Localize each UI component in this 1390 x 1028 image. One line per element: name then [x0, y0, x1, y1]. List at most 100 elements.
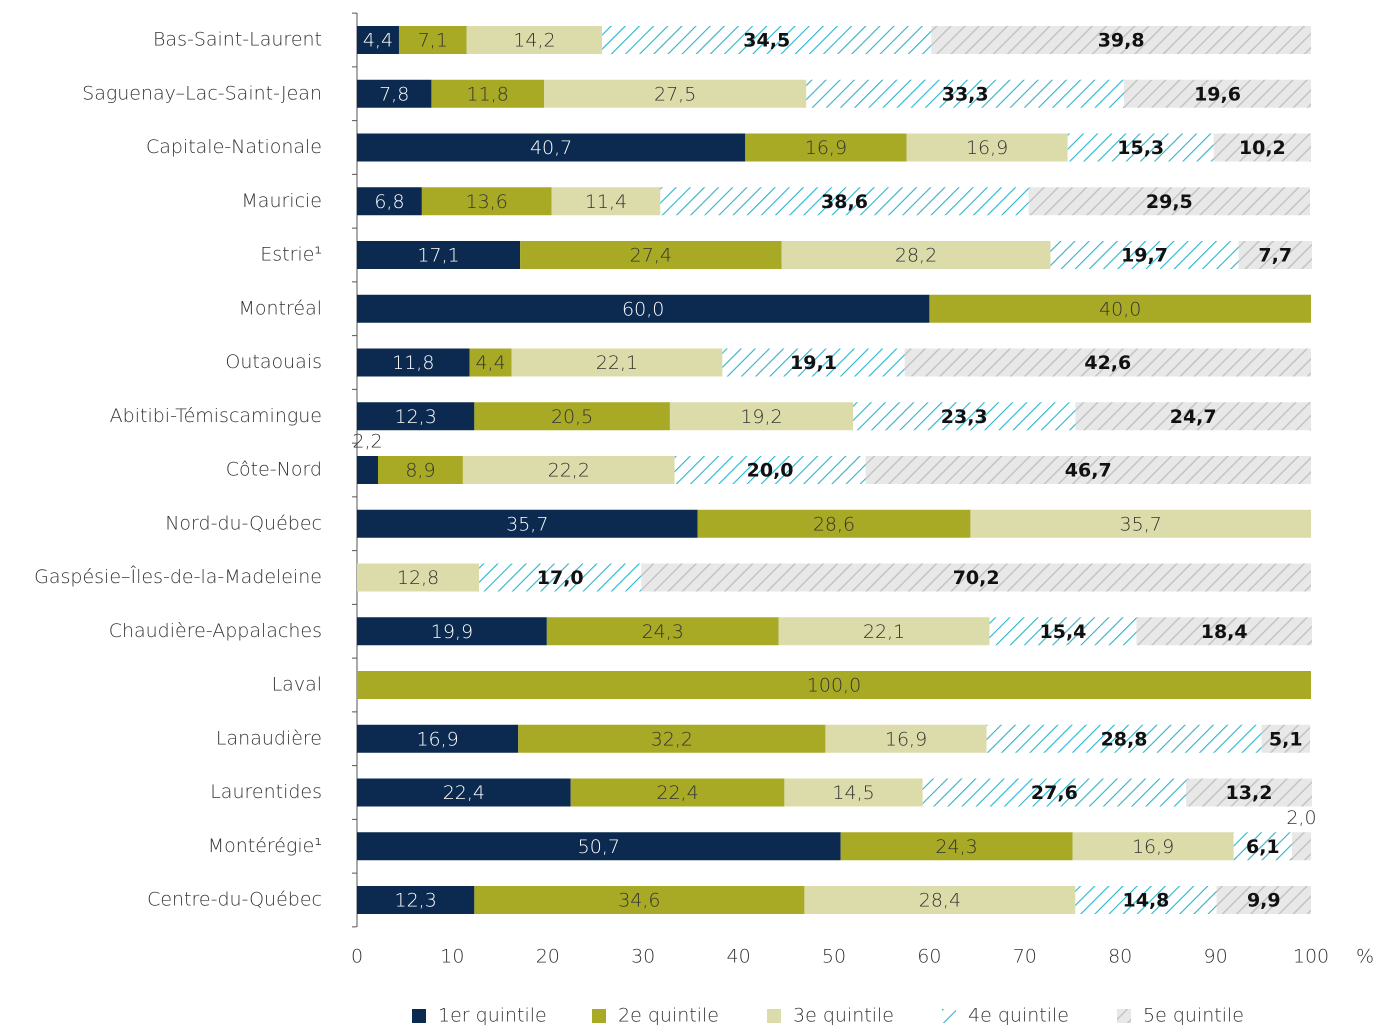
bar-segment	[806, 79, 1125, 108]
legend-swatch	[1117, 1009, 1131, 1023]
bar-segment	[1028, 187, 1311, 216]
bar-segment	[511, 348, 723, 377]
value-label: 22,1	[863, 621, 905, 643]
bar-segment	[970, 509, 1311, 538]
category-label: Mauricie	[241, 190, 322, 212]
bar-segment	[570, 778, 785, 807]
bar-segment	[840, 832, 1073, 861]
value-label: 9,9	[1247, 890, 1281, 912]
value-label: 27,4	[630, 245, 672, 267]
category-label: Saguenay–Lac-Saint-Jean	[82, 82, 322, 104]
bar-segment	[1291, 832, 1311, 861]
value-label: 23,3	[941, 406, 988, 428]
value-label: 40,0	[1099, 298, 1141, 320]
value-label: 14,2	[513, 30, 555, 52]
bar-segment	[518, 724, 826, 753]
bar-segment	[929, 294, 1311, 323]
x-tick-label: 90	[1204, 946, 1228, 968]
bar-segment	[357, 671, 1311, 699]
value-label: 13,2	[1226, 782, 1273, 804]
value-label: 28,4	[919, 890, 961, 912]
value-label: 19,6	[1194, 83, 1241, 105]
bar-segment	[551, 187, 661, 216]
value-label: 22,4	[443, 782, 485, 804]
bar-segment	[474, 886, 805, 914]
value-label: 14,8	[1123, 890, 1170, 912]
bar-segment	[804, 886, 1076, 914]
bar-segment	[357, 133, 746, 162]
value-label: 34,6	[618, 890, 660, 912]
x-tick-label: 80	[1108, 946, 1132, 968]
bar-segment	[474, 402, 670, 431]
bar-segment	[1075, 402, 1311, 431]
bar-segment	[357, 294, 930, 323]
bar-segment	[825, 724, 987, 753]
bar-segment	[1124, 79, 1311, 108]
value-label: 16,9	[885, 728, 927, 750]
bar-segment	[357, 402, 475, 431]
category-label: Laval	[272, 674, 322, 696]
value-label: 17,1	[417, 245, 459, 267]
category-label: Outaouais	[225, 351, 322, 373]
value-label: 14,5	[832, 782, 874, 804]
value-label: 7,1	[418, 30, 448, 52]
bar-segment	[357, 456, 378, 484]
bar-segment	[431, 79, 544, 108]
x-tick-label: 40	[727, 946, 751, 968]
value-label: 2,2	[352, 431, 382, 453]
value-label: 70,2	[953, 567, 1000, 589]
bar-segment	[479, 563, 642, 592]
value-label: 15,3	[1117, 137, 1164, 159]
bar-segment	[697, 509, 971, 538]
category-label: Montérégie¹	[208, 835, 322, 857]
bar-segment	[669, 402, 854, 431]
bar-segment	[906, 133, 1068, 162]
bar-segment	[745, 133, 907, 162]
value-label: 19,7	[1121, 245, 1168, 267]
value-label: 16,9	[416, 728, 458, 750]
x-tick-label: 100	[1293, 946, 1329, 968]
bar-segment	[1238, 241, 1312, 269]
x-tick-label: 20	[536, 946, 560, 968]
legend-label: 3e quintile	[793, 1005, 894, 1027]
value-label: 24,7	[1170, 406, 1217, 428]
value-label: 22,4	[656, 782, 698, 804]
bar-segment	[1050, 241, 1239, 269]
bar-segment	[520, 241, 782, 269]
value-label: 16,9	[1132, 836, 1174, 858]
bar-segment	[660, 187, 1029, 216]
category-label: Capitale-Nationale	[146, 136, 322, 158]
bar-segment	[1067, 133, 1214, 162]
bar-segment	[398, 26, 467, 54]
value-label: 7,8	[379, 83, 409, 105]
bar-segment	[865, 456, 1311, 484]
bar-segment	[357, 79, 432, 108]
value-label: 39,8	[1098, 30, 1145, 52]
category-label: Gaspésie–Îles-de-la-Madeleine	[34, 565, 322, 588]
bar-segment	[421, 187, 552, 216]
category-label: Bas-Saint-Laurent	[153, 29, 322, 51]
category-label: Nord-du-Québec	[165, 512, 322, 534]
bar-segment	[1186, 778, 1312, 807]
bar-segment	[357, 26, 399, 54]
bar-segment	[781, 241, 1051, 269]
value-label: 4,4	[363, 30, 393, 52]
value-label: 100,0	[807, 675, 861, 697]
category-label: Laurentides	[210, 781, 322, 803]
value-label: 6,1	[1246, 836, 1280, 858]
legend-swatch	[412, 1009, 426, 1023]
value-label: 46,7	[1065, 460, 1112, 482]
value-label: 12,3	[395, 406, 437, 428]
value-label: 35,7	[1120, 513, 1162, 535]
value-label: 28,2	[895, 245, 937, 267]
bar-segment	[931, 26, 1311, 54]
value-label: 22,1	[596, 352, 638, 374]
value-label: 16,9	[805, 137, 847, 159]
legend-label: 2e quintile	[618, 1005, 719, 1027]
bar-segment	[357, 778, 571, 807]
value-label: 19,1	[790, 352, 837, 374]
x-tick-label: 0	[351, 946, 363, 968]
bar-segment	[1213, 133, 1311, 162]
value-label: 22,2	[548, 460, 590, 482]
